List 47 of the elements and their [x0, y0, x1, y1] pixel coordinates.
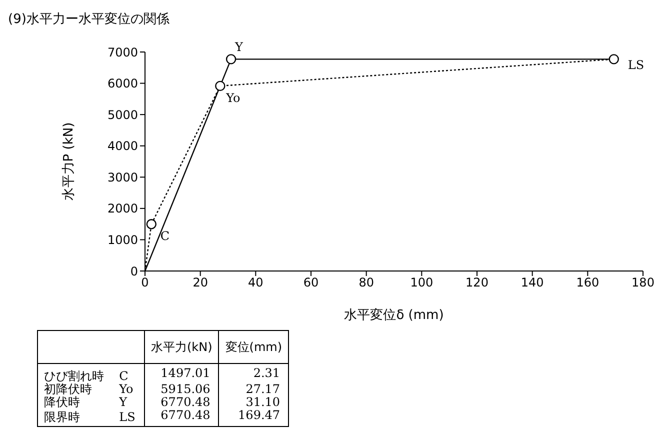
y-axis-title: 水平力P (kN) [62, 122, 77, 201]
chart-title: (9)水平力ー水平変位の関係 [8, 11, 170, 28]
category-label: 初降伏時 [43, 382, 93, 396]
annotation: C [160, 229, 170, 244]
text: 水平力(kN) [144, 330, 219, 364]
y-tick-label: 5000 [107, 108, 138, 122]
x-tick-label: 60 [303, 276, 319, 290]
y-tick-label: 7000 [107, 45, 138, 60]
point [215, 80, 226, 92]
x-tick-label: 160 [576, 276, 600, 290]
x-tick-label: 0 [141, 276, 149, 290]
x-tick-label: 20 [192, 276, 208, 290]
x-tick-label: 120 [466, 276, 488, 290]
data-label: 1497.01 [144, 364, 219, 383]
y-tick-label: 4000 [107, 139, 138, 154]
x-tick-label: 180 [632, 276, 654, 290]
y-tick-label: 6000 [107, 76, 138, 91]
data-label: 5915.06 [144, 382, 219, 396]
category-label: Yo [119, 382, 134, 396]
annotation: Yo [225, 90, 240, 105]
data-label: 2.31 [218, 364, 289, 383]
point [226, 54, 236, 64]
category-label: C [119, 369, 128, 383]
data-label: 6770.48 [144, 395, 219, 409]
category-label: ひび割れ時 [43, 368, 105, 383]
x-axis-title: 水平変位δ (mm) [344, 307, 444, 323]
y-tick-label: 0 [130, 264, 138, 278]
category-label: 降伏時 [43, 395, 81, 409]
category-label: 限界時 [43, 409, 81, 426]
category-label: LS [119, 410, 136, 424]
point [146, 219, 157, 230]
text: 変位(mm) [218, 330, 289, 364]
y-tick-label: 1000 [107, 232, 138, 247]
x-tick-label: 140 [520, 276, 544, 290]
x-tick-label: 80 [358, 276, 374, 290]
y-tick-label: 2000 [107, 202, 138, 216]
annotation: Y [234, 40, 244, 54]
data-label: 169.47 [218, 408, 289, 426]
data-label: 31.10 [218, 395, 289, 409]
data-label: 6770.48 [144, 408, 219, 426]
y-tick-label: 3000 [107, 170, 138, 184]
category-label: Y [119, 395, 128, 409]
annotation: LS [628, 58, 644, 72]
x-tick-label: 100 [410, 276, 434, 290]
data-label: 27.17 [218, 382, 289, 396]
x-tick-label: 40 [248, 276, 264, 290]
point [608, 54, 619, 64]
